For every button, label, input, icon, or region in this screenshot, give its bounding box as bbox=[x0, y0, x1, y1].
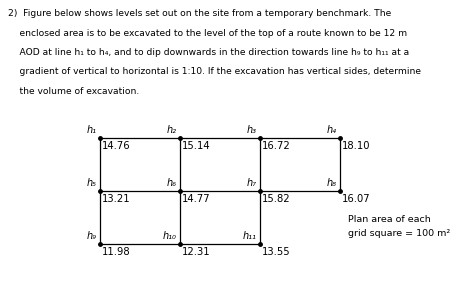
Text: h₁₁: h₁₁ bbox=[243, 231, 257, 241]
Text: h₆: h₆ bbox=[167, 178, 177, 188]
Text: h₇: h₇ bbox=[247, 178, 257, 188]
Text: 14.76: 14.76 bbox=[102, 141, 131, 151]
Text: Plan area of each: Plan area of each bbox=[348, 215, 431, 224]
Text: h₁: h₁ bbox=[87, 125, 97, 135]
Text: h₅: h₅ bbox=[87, 178, 97, 188]
Text: 12.31: 12.31 bbox=[182, 247, 210, 257]
Text: 18.10: 18.10 bbox=[342, 141, 371, 151]
Text: 15.82: 15.82 bbox=[262, 194, 291, 204]
Text: h₄: h₄ bbox=[327, 125, 337, 135]
Text: 11.98: 11.98 bbox=[102, 247, 131, 257]
Text: 16.72: 16.72 bbox=[262, 141, 291, 151]
Text: h₂: h₂ bbox=[167, 125, 177, 135]
Text: 15.14: 15.14 bbox=[182, 141, 210, 151]
Text: 2)  Figure below shows levels set out on the site from a temporary benchmark. Th: 2) Figure below shows levels set out on … bbox=[8, 9, 391, 18]
Text: h₁₀: h₁₀ bbox=[163, 231, 177, 241]
Text: 13.55: 13.55 bbox=[262, 247, 291, 257]
Text: 16.07: 16.07 bbox=[342, 194, 371, 204]
Text: h₃: h₃ bbox=[247, 125, 257, 135]
Text: grid square = 100 m²: grid square = 100 m² bbox=[348, 229, 450, 238]
Text: gradient of vertical to horizontal is 1:10. If the excavation has vertical sides: gradient of vertical to horizontal is 1:… bbox=[8, 68, 421, 76]
Text: h₈: h₈ bbox=[327, 178, 337, 188]
Text: h₉: h₉ bbox=[87, 231, 97, 241]
Text: enclosed area is to be excavated to the level of the top of a route known to be : enclosed area is to be excavated to the … bbox=[8, 29, 407, 38]
Text: the volume of excavation.: the volume of excavation. bbox=[8, 87, 139, 96]
Text: 13.21: 13.21 bbox=[102, 194, 131, 204]
Text: 14.77: 14.77 bbox=[182, 194, 210, 204]
Text: AOD at line h₁ to h₄, and to dip downwards in the direction towards line h₉ to h: AOD at line h₁ to h₄, and to dip downwar… bbox=[8, 48, 409, 57]
